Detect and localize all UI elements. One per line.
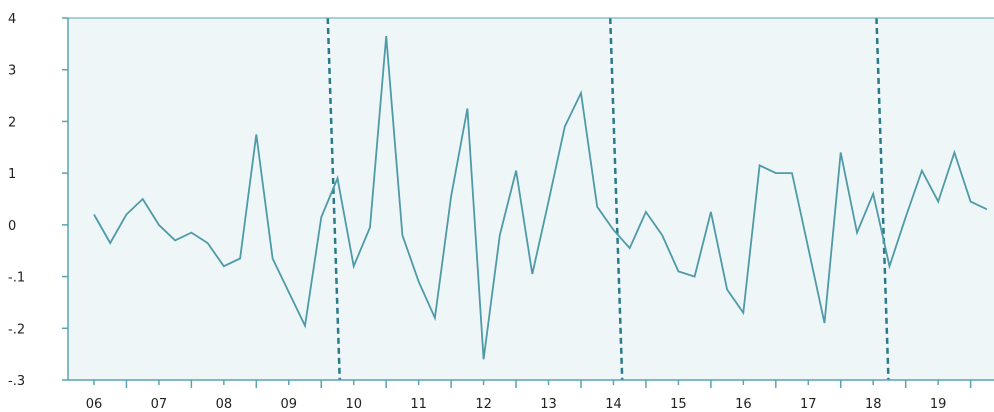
y-ticks: 4 3 2 1 0 -.1 -.2 -.3	[8, 12, 68, 389]
x-tick-label: 17	[800, 397, 817, 412]
x-tick-label: 09	[281, 397, 298, 412]
x-tick-label: 13	[540, 397, 557, 412]
x-tick-label: 19	[930, 397, 947, 412]
y-tick-label: -.2	[8, 322, 25, 337]
x-tick-label: 08	[216, 397, 233, 412]
x-tick-label: 07	[151, 397, 168, 412]
x-tick-label: 18	[865, 397, 882, 412]
vertical-marker-line	[608, 17, 624, 381]
plot-area	[68, 18, 994, 380]
vertical-marker-line	[875, 17, 890, 381]
x-tick-label: 06	[86, 397, 103, 412]
x-tick-label: 10	[345, 397, 362, 412]
y-tick-label: 4	[8, 12, 16, 27]
y-tick-label: 2	[8, 115, 16, 130]
x-tick-label: 16	[735, 397, 752, 412]
x-tick-label: 11	[410, 397, 427, 412]
x-tick-label: 15	[670, 397, 687, 412]
y-tick-label: 3	[8, 64, 16, 79]
y-tick-label: 0	[8, 219, 16, 234]
series-line	[93, 36, 988, 360]
x-ticks: 06 07 08 09 10 11 12 13 14 15 16 17 18 19	[86, 380, 972, 412]
x-tick-label: 14	[605, 397, 622, 412]
y-tick-label: 1	[8, 167, 16, 182]
x-tick-label: 12	[475, 397, 492, 412]
vertical-marker-line	[326, 17, 341, 381]
vertical-markers	[326, 17, 890, 381]
y-tick-label: -.3	[8, 374, 25, 389]
y-tick-label: -.1	[8, 271, 25, 286]
